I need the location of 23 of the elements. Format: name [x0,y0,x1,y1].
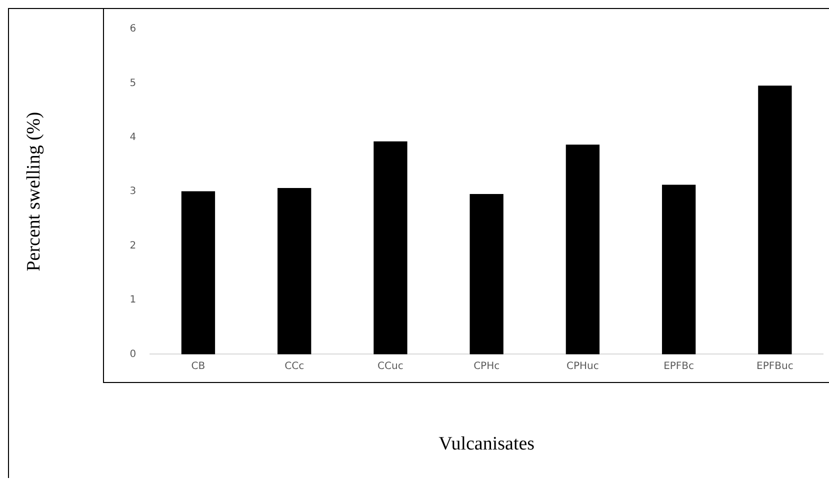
y-axis-title: Percent swelling (%) [23,112,44,272]
y-tick-label: 6 [130,24,136,35]
x-tick-label: CPHc [474,360,500,372]
x-tick-label: CCuc [378,360,404,372]
y-tick-label: 3 [130,186,136,198]
bar [374,141,408,354]
bar [278,188,312,354]
x-tick-label: CPHuc [566,360,599,372]
y-tick-label: 5 [130,78,136,89]
bar [470,194,504,354]
x-tick-label: CCc [284,360,304,372]
y-tick-label: 4 [130,132,136,143]
y-tick-label: 2 [130,240,136,252]
bar [566,144,600,354]
y-tick-label: 1 [130,294,136,306]
bar [662,184,696,354]
bar [181,191,216,354]
x-tick-label: EPFBuc [756,360,794,372]
x-tick-label: CB [191,360,206,372]
y-tick-label: 0 [130,348,136,360]
bar [758,86,792,354]
x-tick-label: EPFBc [664,360,694,372]
x-axis-title: Vulcanisates [438,434,535,455]
